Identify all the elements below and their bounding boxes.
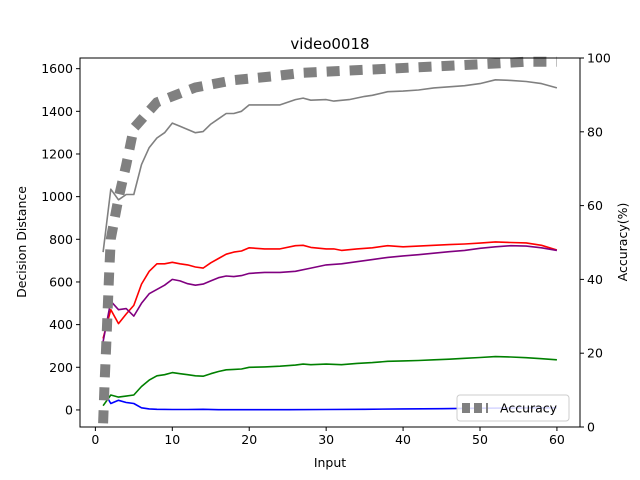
x-tick-label: 40 [395,432,411,447]
y-axis-right-label: Accuracy(%) [615,203,630,282]
y-left-tick-label: 1600 [41,61,73,76]
y-right-tick-label: 60 [587,198,603,213]
y-right-tick-label: 40 [587,272,603,287]
accuracy-line [98,56,557,424]
x-tick-label: 30 [318,432,334,447]
legend-box [456,394,570,422]
series-line-gray [102,79,558,253]
y-right-tick-label: 80 [587,124,603,139]
y-left-tick-label: 1200 [41,146,73,161]
x-tick-label: 0 [91,432,99,447]
y-axis-left-label: Decision Distance [14,186,29,298]
accuracy-layer [98,56,557,424]
series-line-purple [102,244,558,342]
legend-accuracy-label: Accuracy [500,401,558,416]
y-left-tick-label: 200 [49,360,73,375]
series-line-red [102,241,558,339]
x-tick-label: 20 [241,432,257,447]
x-tick-label: 60 [549,432,565,447]
series-layer [102,79,558,411]
y-left-tick-label: 800 [49,232,73,247]
series-line-blue [102,390,557,411]
y-left-tick-label: 400 [49,317,73,332]
y-right-tick-label: 100 [587,51,611,66]
y-left-tick-label: 600 [49,274,73,289]
plot-frame [79,57,581,428]
y-right-tick-label: 0 [587,420,595,435]
legend: Accuracy [456,394,570,422]
y-left-tick-label: 1000 [41,189,73,204]
y-right-tick-label: 20 [587,346,603,361]
y-left-tick-label: 0 [65,402,73,417]
chart-title: video0018 [290,35,369,53]
x-axis-label: Input [314,455,346,470]
x-tick-label: 10 [164,432,180,447]
ticks-layer: 0 10 20 30 40 50 60020040060080010001200140016… [41,51,611,448]
y-left-tick-label: 1400 [41,104,73,119]
series-line-green [102,355,557,407]
x-tick-label: 50 [472,432,488,447]
